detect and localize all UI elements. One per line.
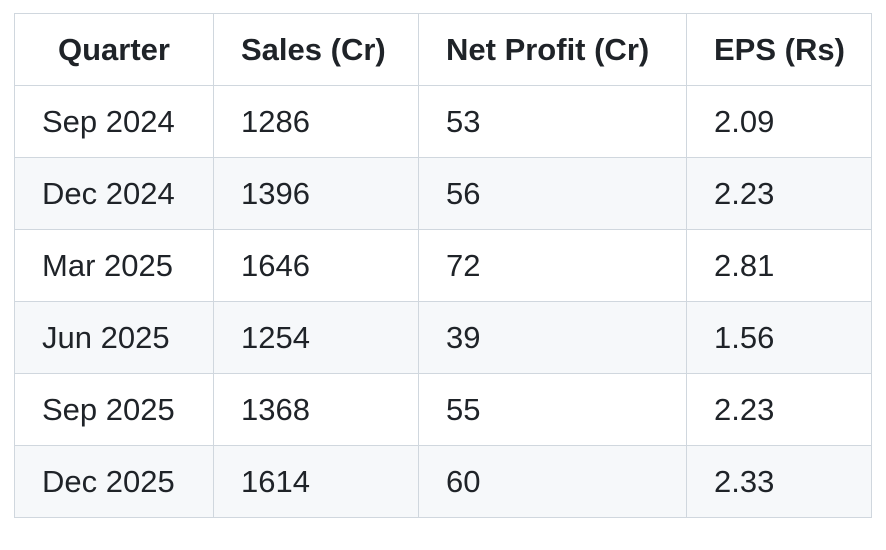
cell-net-profit: 39 [418, 301, 687, 374]
header-net-profit: Net Profit (Cr) [418, 13, 687, 86]
cell-eps: 2.81 [686, 229, 872, 302]
cell-eps: 1.56 [686, 301, 872, 374]
cell-quarter: Dec 2025 [14, 445, 214, 518]
table-row: Jun 2025 1254 39 1.56 [14, 301, 872, 374]
table-header-row: Quarter Sales (Cr) Net Profit (Cr) EPS (… [14, 13, 872, 86]
header-quarter: Quarter [14, 13, 214, 86]
cell-quarter: Sep 2024 [14, 85, 214, 158]
cell-sales: 1396 [213, 157, 419, 230]
table-row: Dec 2024 1396 56 2.23 [14, 157, 872, 230]
cell-net-profit: 53 [418, 85, 687, 158]
cell-eps: 2.23 [686, 373, 872, 446]
cell-sales: 1646 [213, 229, 419, 302]
table-row: Dec 2025 1614 60 2.33 [14, 445, 872, 518]
cell-sales: 1614 [213, 445, 419, 518]
cell-net-profit: 55 [418, 373, 687, 446]
cell-eps: 2.33 [686, 445, 872, 518]
cell-quarter: Mar 2025 [14, 229, 214, 302]
table-row: Mar 2025 1646 72 2.81 [14, 229, 872, 302]
cell-net-profit: 72 [418, 229, 687, 302]
table-row: Sep 2024 1286 53 2.09 [14, 85, 872, 158]
cell-net-profit: 60 [418, 445, 687, 518]
cell-sales: 1254 [213, 301, 419, 374]
cell-quarter: Jun 2025 [14, 301, 214, 374]
cell-quarter: Dec 2024 [14, 157, 214, 230]
cell-net-profit: 56 [418, 157, 687, 230]
cell-eps: 2.09 [686, 85, 872, 158]
table-row: Sep 2025 1368 55 2.23 [14, 373, 872, 446]
cell-sales: 1368 [213, 373, 419, 446]
cell-eps: 2.23 [686, 157, 872, 230]
header-sales: Sales (Cr) [213, 13, 419, 86]
cell-quarter: Sep 2025 [14, 373, 214, 446]
table-container: Quarter Sales (Cr) Net Profit (Cr) EPS (… [14, 13, 872, 518]
financials-table: Quarter Sales (Cr) Net Profit (Cr) EPS (… [14, 13, 872, 518]
header-eps: EPS (Rs) [686, 13, 872, 86]
cell-sales: 1286 [213, 85, 419, 158]
